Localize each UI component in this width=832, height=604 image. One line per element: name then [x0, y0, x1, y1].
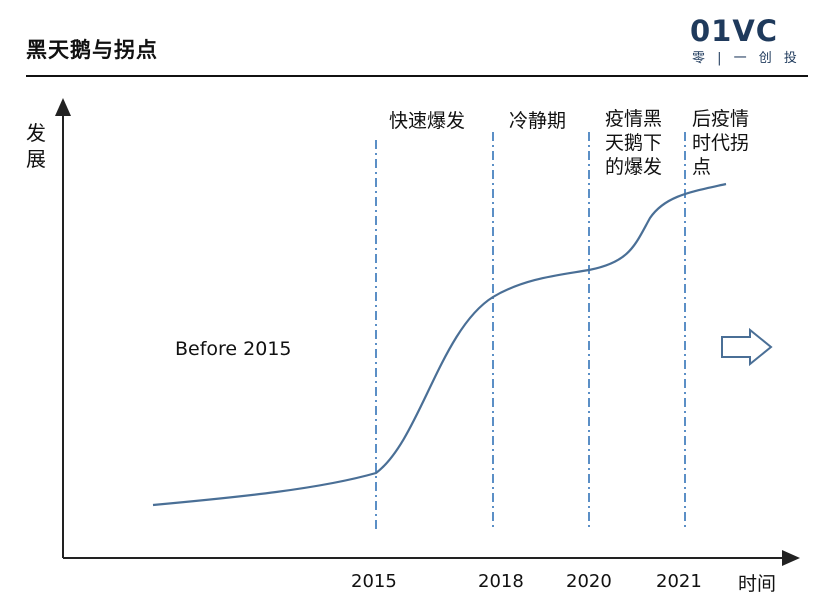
right-arrow-icon [721, 327, 773, 367]
logo: 01VC 零 | 一 创 投 [690, 14, 800, 66]
phase-post-pandemic-label-1: 后疫情 [692, 108, 750, 130]
tick-2018: 2018 [478, 571, 524, 592]
title-divider [26, 75, 808, 77]
phase-post-pandemic-label-3: 点 [692, 156, 712, 178]
tick-2020: 2020 [566, 571, 612, 592]
tick-2021: 2021 [656, 571, 702, 592]
y-axis-label: 发展 [26, 121, 46, 171]
logo-mark: 01VC [690, 14, 779, 48]
growth-curve [152, 182, 727, 507]
phase-pandemic-label-2: 天鹅下 [605, 132, 663, 154]
phase-pandemic-label-1: 疫情黑 [605, 108, 663, 130]
phase-rapid-growth-label: 快速爆发 [389, 110, 466, 132]
tick-2015: 2015 [351, 571, 397, 592]
x-axis-label: 时间 [738, 573, 777, 595]
logo-subtitle: 零 | 一 创 投 [692, 51, 801, 66]
phase-pandemic-label-3: 的爆发 [605, 156, 663, 178]
phase-post-pandemic-label-2: 时代拐 [692, 132, 750, 154]
page-title: 黑天鹅与拐点 [26, 38, 158, 62]
before-2015-label: Before 2015 [175, 338, 292, 360]
phase-cooling-label: 冷静期 [509, 110, 567, 132]
